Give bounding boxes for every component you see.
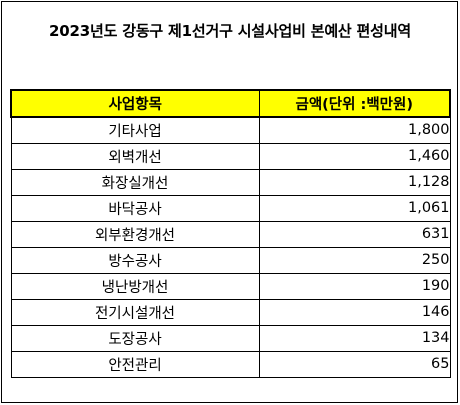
- table-row: 외벽개선 1,460: [10, 142, 451, 170]
- row-amount: 146: [258, 298, 451, 326]
- row-amount: 65: [258, 350, 451, 378]
- row-item: 외부환경개선: [10, 220, 260, 248]
- document-title: 2023년도 강동구 제1선거구 시설사업비 본예산 편성내역: [49, 22, 411, 40]
- row-item: 도장공사: [10, 324, 260, 352]
- table-header-row: 사업항목 금액(단위 :백만원): [10, 89, 451, 118]
- table-row: 바닥공사 1,061: [10, 194, 451, 222]
- table-row: 안전관리 65: [10, 350, 451, 378]
- row-item: 외벽개선: [10, 142, 260, 170]
- row-amount: 134: [258, 324, 451, 352]
- table-row: 도장공사 134: [10, 324, 451, 352]
- table-row: 기타사업 1,800: [10, 116, 451, 144]
- table-row: 냉난방개선 190: [10, 272, 451, 300]
- table-row: 방수공사 250: [10, 246, 451, 274]
- row-item: 냉난방개선: [10, 272, 260, 300]
- table-row: 화장실개선 1,128: [10, 168, 451, 196]
- row-item: 기타사업: [10, 116, 260, 144]
- header-amount: 금액(단위 :백만원): [258, 89, 451, 118]
- row-amount: 1,800: [258, 116, 451, 144]
- row-item: 전기시설개선: [10, 298, 260, 326]
- budget-table: 사업항목 금액(단위 :백만원) 기타사업 1,800 외벽개선 1,460 화…: [10, 89, 451, 378]
- row-amount: 631: [258, 220, 451, 248]
- row-amount: 1,061: [258, 194, 451, 222]
- header-item: 사업항목: [10, 89, 260, 118]
- row-amount: 250: [258, 246, 451, 274]
- row-item: 방수공사: [10, 246, 260, 274]
- row-item: 안전관리: [10, 350, 260, 378]
- table-row: 외부환경개선 631: [10, 220, 451, 248]
- table-row: 전기시설개선 146: [10, 298, 451, 326]
- row-item: 화장실개선: [10, 168, 260, 196]
- row-amount: 1,460: [258, 142, 451, 170]
- row-amount: 190: [258, 272, 451, 300]
- row-item: 바닥공사: [10, 194, 260, 222]
- row-amount: 1,128: [258, 168, 451, 196]
